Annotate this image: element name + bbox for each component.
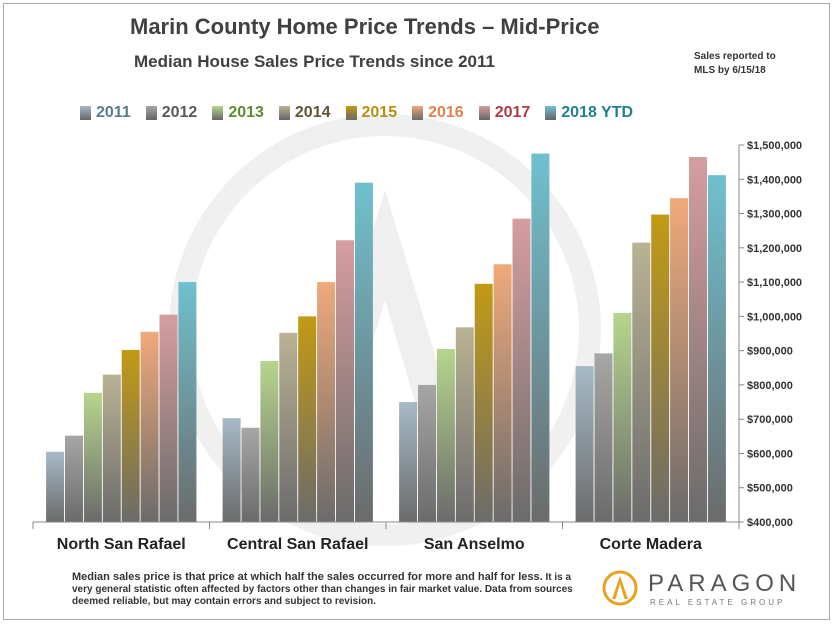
axes-group: $400,000 $500,000 $600,000 $700,000 $800,000… bbox=[32, 140, 802, 553]
legend-item-2018-ytd: 2018 YTD bbox=[545, 104, 633, 122]
bar-central-san-rafael-2013 bbox=[260, 360, 279, 522]
y-tick-label: $1,200,000 bbox=[747, 243, 802, 255]
bar-central-san-rafael-2018-ytd bbox=[354, 182, 373, 522]
legend-item-2017: 2017 bbox=[478, 104, 531, 122]
bar-north-san-rafael-2013 bbox=[83, 392, 102, 522]
y-tick-label: $600,000 bbox=[747, 448, 793, 460]
bar-san-anselmo-2013 bbox=[436, 348, 455, 522]
bar-san-anselmo-2014 bbox=[455, 327, 474, 522]
legend-label: 2015 bbox=[361, 104, 398, 121]
chart-legend: 2011 2012 2013 2014 2015 2016 2017 2018 YTD bbox=[80, 104, 648, 122]
bar-central-san-rafael-2014 bbox=[279, 332, 298, 522]
legend-swatch bbox=[80, 106, 91, 120]
legend-label: 2011 bbox=[96, 104, 131, 121]
bars-group bbox=[46, 153, 726, 522]
bar-san-anselmo-2015 bbox=[474, 283, 493, 522]
bar-corte-madera-2011 bbox=[575, 366, 594, 522]
bar-north-san-rafael-2015 bbox=[121, 349, 140, 522]
note-line-1: Sales reported to bbox=[694, 51, 776, 62]
y-tick-label: $500,000 bbox=[747, 483, 793, 495]
bar-central-san-rafael-2016 bbox=[317, 282, 336, 522]
bar-central-san-rafael-2012 bbox=[241, 427, 260, 522]
bar-san-anselmo-2011 bbox=[399, 402, 418, 522]
bar-corte-madera-2015 bbox=[651, 214, 670, 522]
legend-item-2012: 2012 bbox=[145, 104, 198, 122]
y-tick-label: $1,400,000 bbox=[747, 174, 802, 186]
y-tick-label: $1,300,000 bbox=[747, 209, 802, 221]
bar-north-san-rafael-2016 bbox=[140, 331, 159, 522]
logo-tagline: REAL ESTATE GROUP bbox=[650, 598, 786, 607]
legend-label: 2018 YTD bbox=[561, 104, 634, 121]
logo-name: PARAGON bbox=[648, 570, 802, 597]
bar-corte-madera-2014 bbox=[632, 242, 651, 522]
legend-item-2013: 2013 bbox=[212, 104, 264, 122]
chart-subtitle: Median House Sales Price Trends since 20… bbox=[134, 52, 495, 71]
y-tick-label: $1,500,000 bbox=[747, 140, 802, 152]
legend-label: 2016 bbox=[428, 104, 464, 121]
bar-north-san-rafael-2014 bbox=[102, 374, 121, 522]
x-tick-label-central-san-rafael: Central San Rafael bbox=[227, 536, 368, 553]
y-tick-label: $800,000 bbox=[747, 380, 793, 392]
bar-corte-madera-2016 bbox=[670, 198, 689, 522]
bar-north-san-rafael-2011 bbox=[46, 451, 65, 522]
bar-chart: $400,000 $500,000 $600,000 $700,000 $800,000… bbox=[32, 114, 802, 553]
y-tick-label: $1,100,000 bbox=[747, 277, 802, 289]
legend-swatch bbox=[278, 106, 290, 120]
bar-corte-madera-2013 bbox=[613, 312, 632, 522]
x-tick-label-corte-madera: Corte Madera bbox=[600, 536, 702, 553]
x-tick-label-north-san-rafael: North San Rafael bbox=[57, 536, 186, 553]
bar-corte-madera-2012 bbox=[594, 353, 613, 522]
legend-item-2014: 2014 bbox=[278, 104, 331, 122]
paragon-logo: PARAGON REAL ESTATE GROUP bbox=[600, 568, 810, 610]
bar-san-anselmo-2018-ytd bbox=[531, 153, 550, 522]
legend-item-2011: 2011 bbox=[80, 104, 131, 122]
legend-label: 2012 bbox=[161, 104, 198, 121]
legend-label: 2017 bbox=[494, 104, 531, 121]
note-line-2: MLS by 6/15/18 bbox=[694, 65, 766, 76]
y-tick-label: $1,000,000 bbox=[747, 311, 802, 323]
bar-san-anselmo-2012 bbox=[418, 384, 436, 522]
legend-swatch bbox=[345, 106, 357, 120]
bar-corte-madera-2017 bbox=[689, 156, 707, 522]
bar-central-san-rafael-2015 bbox=[298, 316, 317, 522]
x-tick-label-san-anselmo: San Anselmo bbox=[424, 536, 525, 553]
bar-corte-madera-2018-ytd bbox=[707, 175, 726, 522]
bar-north-san-rafael-2017 bbox=[159, 314, 178, 522]
legend-label: 2013 bbox=[228, 104, 264, 121]
legend-swatch bbox=[212, 106, 224, 120]
y-tick-label: $700,000 bbox=[747, 414, 793, 426]
legend-swatch bbox=[478, 106, 490, 120]
y-tick-label: $900,000 bbox=[747, 346, 793, 358]
legend-swatch bbox=[412, 106, 424, 120]
legend-item-2016: 2016 bbox=[412, 104, 464, 122]
bar-central-san-rafael-2011 bbox=[222, 418, 241, 522]
sales-reported-note: Sales reported to MLS by 6/15/18 bbox=[694, 50, 814, 78]
y-tick-label: $400,000 bbox=[747, 517, 793, 529]
bar-san-anselmo-2017 bbox=[512, 218, 531, 522]
chart-title: Marin County Home Price Trends – Mid-Pri… bbox=[130, 14, 600, 39]
legend-label: 2014 bbox=[294, 104, 331, 121]
bar-central-san-rafael-2017 bbox=[336, 240, 354, 522]
bar-north-san-rafael-2012 bbox=[65, 435, 83, 522]
legend-swatch bbox=[545, 106, 557, 120]
bar-san-anselmo-2016 bbox=[493, 264, 512, 522]
legend-swatch bbox=[145, 106, 157, 120]
footer-disclaimer: Median sales price is that price at whic… bbox=[72, 571, 577, 608]
footer-lead-text: Median sales price is that price at whic… bbox=[72, 571, 543, 583]
paragon-a-logo-icon bbox=[602, 570, 638, 606]
footer-rest-text: It is a very general statistic often aff… bbox=[72, 572, 573, 607]
legend-item-2015: 2015 bbox=[345, 104, 398, 122]
bar-north-san-rafael-2018-ytd bbox=[178, 282, 197, 522]
